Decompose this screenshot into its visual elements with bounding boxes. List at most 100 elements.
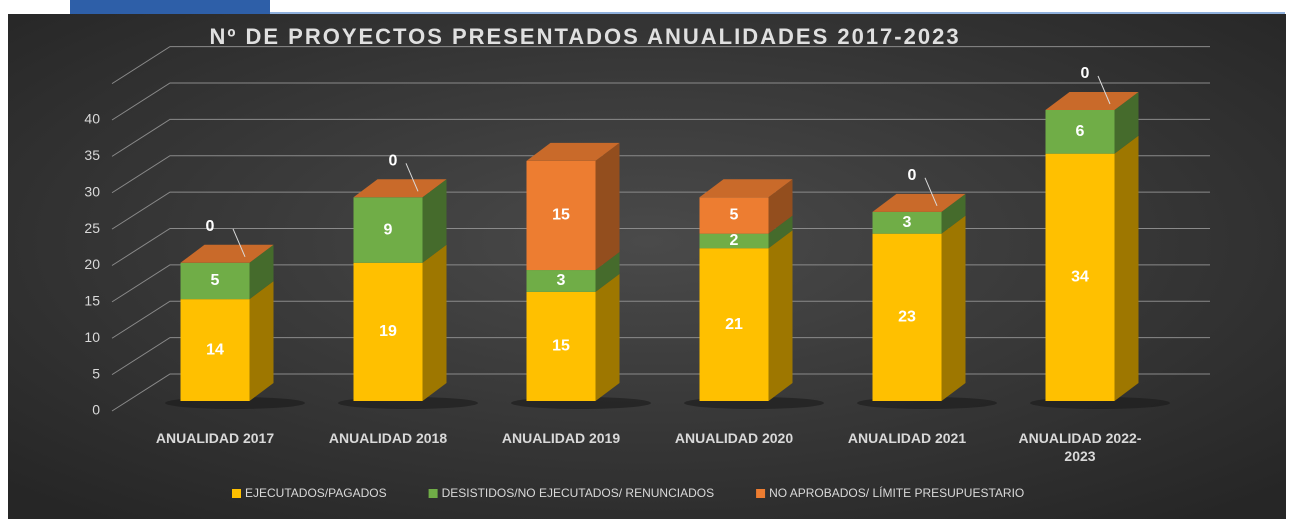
bar-front	[1045, 153, 1115, 401]
bar-front	[699, 248, 769, 401]
legend-label: EJECUTADOS/PAGADOS	[245, 486, 387, 500]
bar-segment	[699, 215, 793, 249]
header-line	[270, 12, 1285, 14]
data-label: 3	[557, 272, 566, 289]
data-label: 6	[1076, 123, 1085, 140]
bar-segment	[180, 281, 274, 401]
data-label: 2	[730, 232, 739, 249]
x-tick-label: ANUALIDAD 2020	[674, 430, 794, 446]
data-label: 21	[725, 316, 743, 333]
bar-top	[180, 244, 274, 263]
bar-top	[353, 179, 447, 198]
bar-side	[768, 215, 793, 249]
bar-front	[699, 197, 769, 234]
bar-side	[1114, 135, 1139, 401]
bar-front	[699, 233, 769, 249]
data-label: 15	[552, 338, 570, 355]
data-label: 0	[389, 153, 398, 170]
grid-line	[111, 373, 1210, 412]
data-label: 5	[730, 207, 739, 224]
data-label: 0	[908, 167, 917, 184]
y-tick-label: 10	[84, 329, 100, 345]
y-tick-label: 15	[84, 293, 100, 309]
bar-side	[595, 142, 620, 271]
bar-segment	[353, 179, 447, 263]
grid-line	[111, 228, 1210, 266]
data-label: 0	[1081, 65, 1090, 82]
x-tick-label: ANUALIDAD 2018	[328, 430, 448, 446]
bar-side	[768, 230, 793, 401]
data-label: 0	[206, 218, 215, 235]
legend-label: DESISTIDOS/NO EJECUTADOS/ RENUNCIADOS	[442, 486, 714, 500]
bar-front	[526, 291, 596, 401]
grid-line	[111, 118, 1210, 157]
bar-front	[353, 197, 423, 263]
bar-front	[526, 270, 596, 292]
x-tick-label: ANUALIDAD 2021	[847, 430, 967, 446]
y-tick-label: 40	[84, 111, 100, 127]
y-tick-label: 0	[92, 402, 100, 418]
bar-side	[422, 179, 447, 263]
grid-line	[111, 264, 1210, 303]
grid-line	[111, 46, 1210, 85]
bar-segment	[180, 244, 274, 300]
bar-top	[872, 193, 966, 212]
data-label: 34	[1071, 269, 1089, 286]
grid-line	[111, 191, 1210, 230]
bar-side	[1114, 92, 1139, 154]
bar-segment	[353, 244, 447, 401]
grid-line	[111, 337, 1210, 376]
bar-top	[1045, 92, 1139, 110]
leader-line	[924, 177, 938, 207]
bar-segment	[1045, 135, 1139, 401]
bar-segment	[526, 273, 620, 401]
bar-side	[768, 179, 793, 234]
grid-line	[111, 300, 1210, 339]
y-tick-label: 30	[84, 183, 100, 199]
bar-side	[941, 215, 966, 401]
leader-line	[405, 163, 419, 192]
y-tick-label: 25	[84, 220, 100, 236]
bar-side	[249, 281, 274, 401]
bar-front	[526, 160, 596, 271]
bar-side	[249, 244, 274, 300]
leader-line	[1097, 75, 1111, 105]
legend-label: NO APROBADOS/ LÍMITE PRESUPUESTARIO	[769, 485, 1024, 500]
x-tick-label: ANUALIDAD 2019	[501, 430, 621, 446]
bar-segment	[872, 193, 966, 234]
bar-front	[180, 262, 250, 300]
data-label: 3	[903, 214, 912, 231]
bar-segment	[526, 252, 620, 292]
bar-front	[1045, 110, 1115, 154]
bar-top	[699, 179, 793, 198]
legend-swatch	[756, 489, 766, 498]
bar-front	[353, 262, 423, 401]
bar-top	[526, 142, 620, 161]
bar-front	[180, 299, 250, 401]
bar-side	[941, 193, 966, 234]
bar-front	[872, 233, 942, 401]
bar-side	[422, 244, 447, 401]
x-tick-label: ANUALIDAD 2017	[155, 430, 275, 446]
bar-segment	[699, 230, 793, 401]
bar-front	[872, 211, 942, 234]
chart-title: Nº DE PROYECTOS PRESENTADOS ANUALIDADES …	[209, 24, 960, 49]
y-tick-label: 20	[84, 256, 100, 272]
data-label: 19	[379, 323, 397, 340]
bar-segment	[872, 215, 966, 401]
grid-line	[111, 82, 1210, 121]
bar-side	[595, 252, 620, 292]
leader-line	[232, 228, 246, 257]
legend-swatch	[232, 489, 241, 498]
bar-segment	[699, 179, 793, 234]
data-label: 15	[552, 207, 570, 224]
data-label: 5	[211, 272, 220, 289]
header-strip	[70, 0, 270, 14]
data-label: 9	[384, 221, 393, 238]
bar-side	[595, 273, 620, 401]
grid-line	[111, 155, 1210, 194]
y-tick-label: 35	[84, 147, 100, 163]
data-label: 14	[206, 341, 224, 358]
